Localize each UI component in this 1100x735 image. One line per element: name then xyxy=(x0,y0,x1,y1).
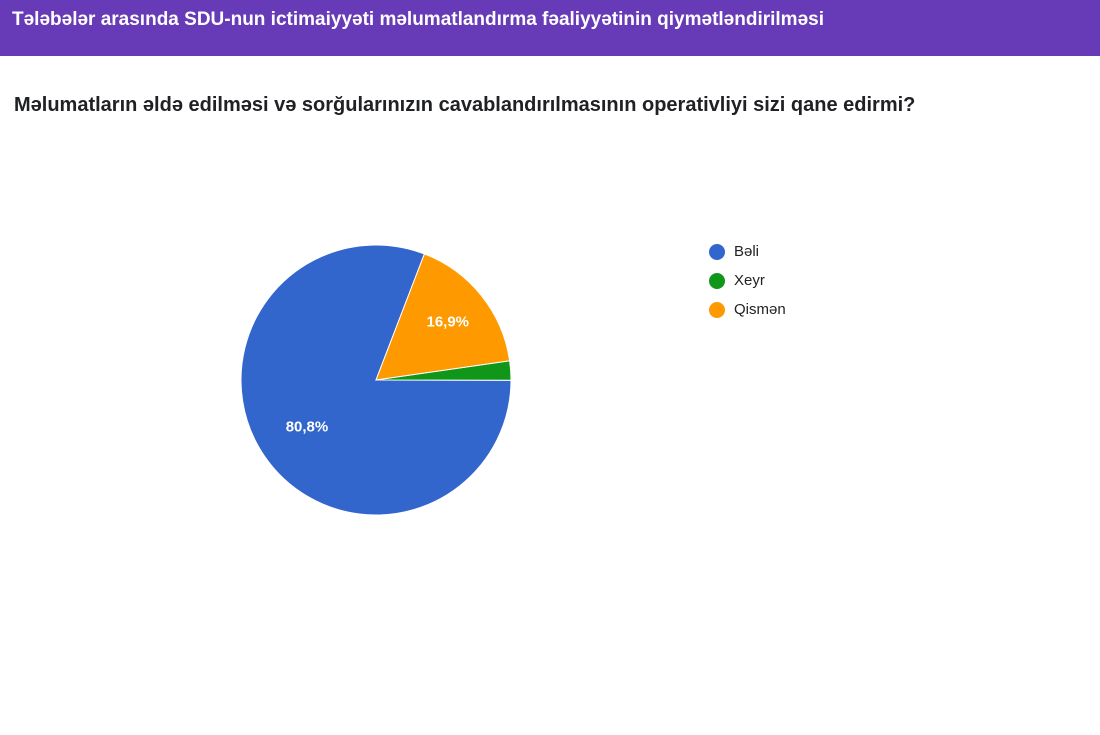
slice-label: 80,8% xyxy=(286,418,329,435)
legend-marker xyxy=(709,244,725,260)
pie-slice xyxy=(375,253,511,381)
legend-label: Bəli xyxy=(734,243,759,260)
legend-label: Xeyr xyxy=(734,272,765,289)
question-text: Məlumatların əldə edilməsi və sorğuların… xyxy=(14,94,916,116)
slice-label: 16,9% xyxy=(426,314,469,331)
legend-marker xyxy=(709,302,725,318)
legend-label: Qismən xyxy=(734,301,786,318)
legend-marker xyxy=(709,273,725,289)
form-header: Tələbələr arasında SDU-nun ictimaiyyəti … xyxy=(0,0,1100,56)
